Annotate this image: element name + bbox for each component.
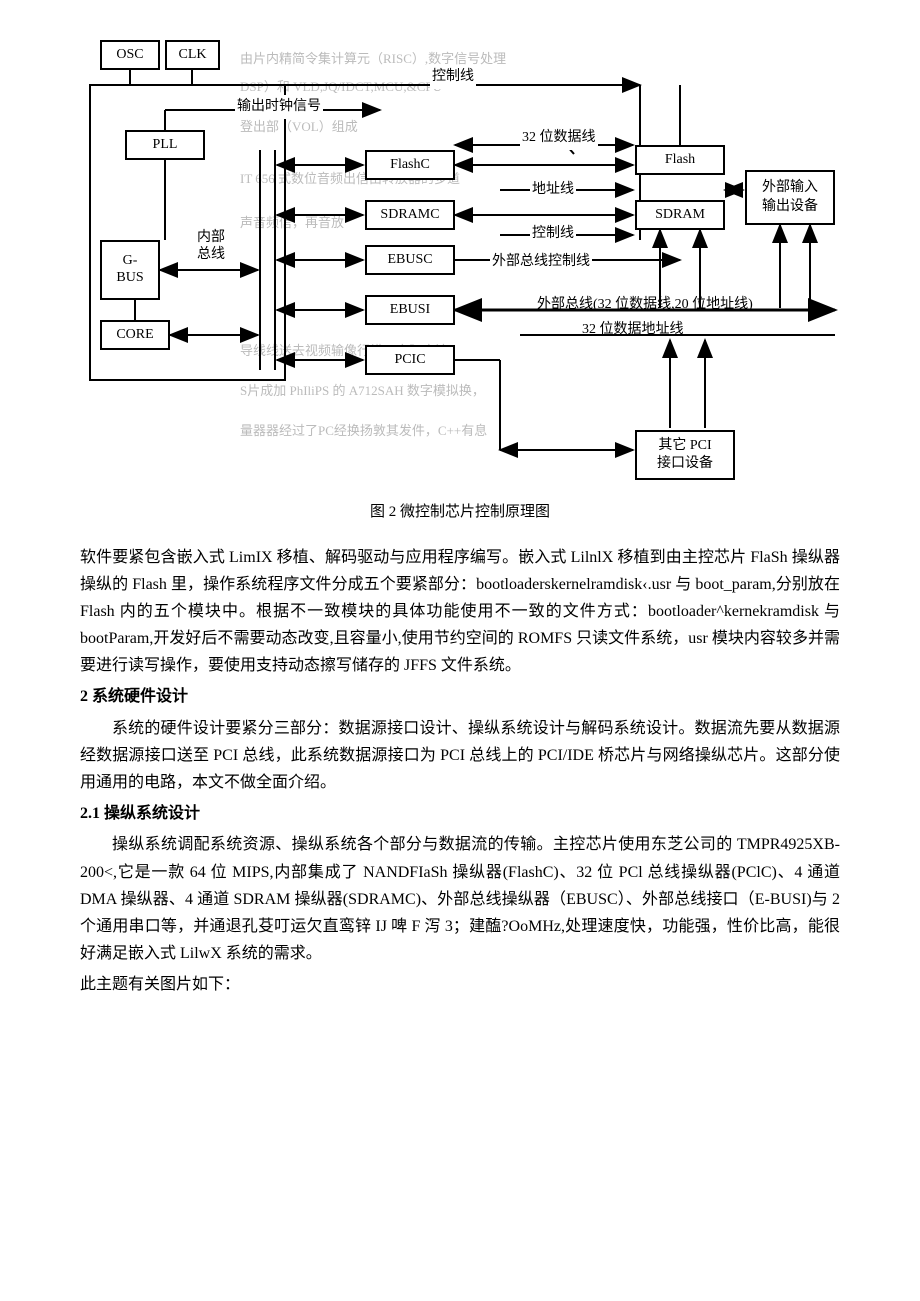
- lbl-ext-bus2: 32 位数据地址线: [580, 318, 686, 342]
- pci-dev-l1: 其它 PCI: [658, 437, 711, 455]
- diagram-connections: [80, 40, 840, 490]
- para-3: 操纵系统调配系统资源、操纵系统各个部分与数据流的传输。主控芯片使用东芝公司的 T…: [80, 831, 840, 967]
- box-ebusi: EBUSI: [365, 295, 455, 325]
- gbus-l1: G-: [123, 253, 138, 270]
- box-sdram: SDRAM: [635, 200, 725, 230]
- int-bus-l1: 内部: [197, 230, 225, 245]
- lbl-int-bus: 内部 总线: [195, 230, 227, 264]
- lbl-ext-ctrl: 外部总线控制线: [490, 250, 592, 274]
- pci-dev-l2: 接口设备: [657, 455, 713, 473]
- box-flashc: FlashC: [365, 150, 455, 180]
- int-bus-l2: 总线: [197, 247, 225, 262]
- lbl-ext-bus1: 外部总线(32 位数据线,20 位地址线): [535, 293, 755, 317]
- box-ext-io: 外部输入 输出设备: [745, 170, 835, 225]
- para-1: 软件要紧包含嵌入式 LimIX 移植、解码驱动与应用程序编写。嵌入式 Lilnl…: [80, 544, 840, 680]
- lbl-ctrl-top: 控制线: [430, 65, 476, 89]
- box-ebusc: EBUSC: [365, 245, 455, 275]
- box-pll: PLL: [125, 130, 205, 160]
- ext-io-l2: 输出设备: [762, 198, 818, 216]
- heading-2: 2 系统硬件设计: [80, 683, 840, 710]
- box-core: CORE: [100, 320, 170, 350]
- box-gbus: G- BUS: [100, 240, 160, 300]
- lbl-data32: 32 位数据线: [520, 126, 598, 150]
- ext-io-l1: 外部输入: [762, 179, 818, 197]
- box-pcic: PCIC: [365, 345, 455, 375]
- box-sdramc: SDRAMC: [365, 200, 455, 230]
- lbl-addr: 地址线: [530, 178, 576, 202]
- box-osc: OSC: [100, 40, 160, 70]
- lbl-clk-out: 输出时钟信号: [235, 95, 323, 119]
- para-4: 此主题有关图片如下：: [80, 971, 840, 998]
- figure-caption: 图 2 微控制芯片控制原理图: [80, 500, 840, 526]
- box-pci-dev: 其它 PCI 接口设备: [635, 430, 735, 480]
- box-flash: Flash: [635, 145, 725, 175]
- block-diagram: 由片内精简令集计算元（RISC）,数字信号处理 DSP）和 VLD,JQ/IDC…: [80, 40, 840, 490]
- heading-2-1: 2.1 操纵系统设计: [80, 800, 840, 827]
- box-clk: CLK: [165, 40, 220, 70]
- gbus-l2: BUS: [116, 270, 143, 287]
- lbl-ctrl2: 控制线: [530, 222, 576, 246]
- para-2: 系统的硬件设计要紧分三部分：数据源接口设计、操纵系统设计与解码系统设计。数据流先…: [80, 715, 840, 797]
